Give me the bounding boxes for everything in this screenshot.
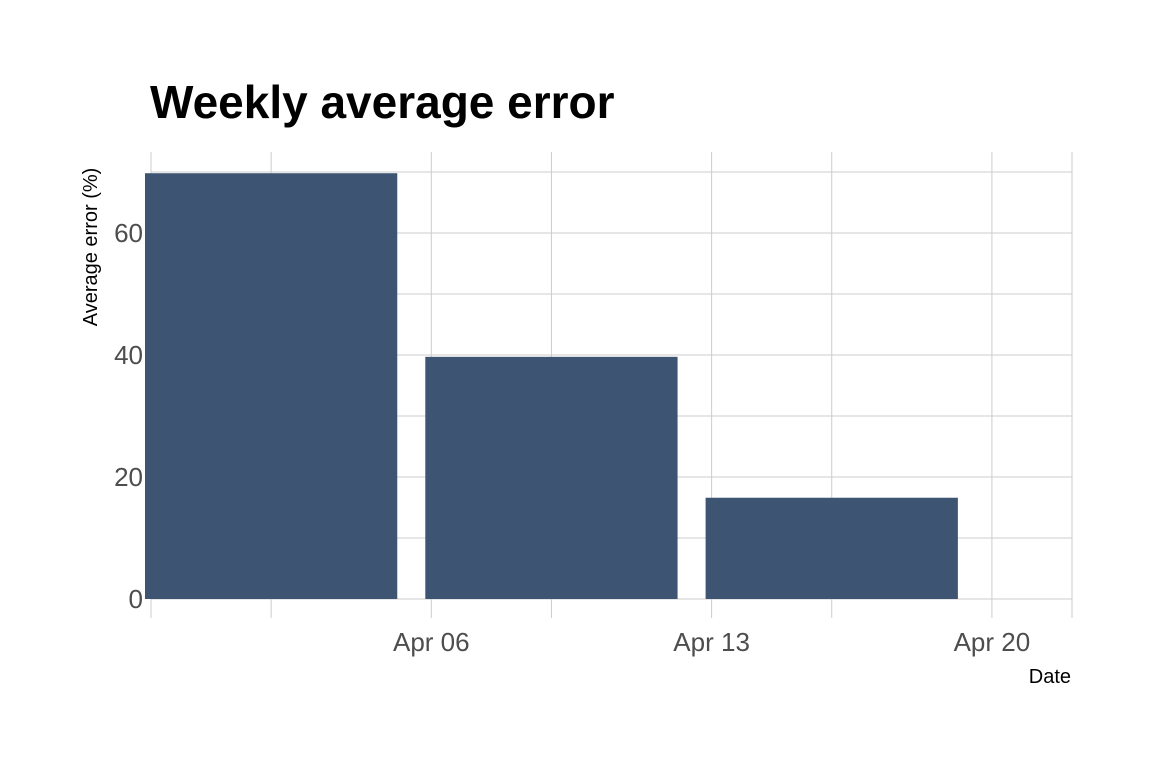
x-axis-ticks: Apr 06 Apr 13 Apr 20 <box>393 627 1030 657</box>
x-tick-label: Apr 13 <box>673 627 750 657</box>
bar <box>705 497 958 599</box>
y-axis-title: Average error (%) <box>80 168 102 327</box>
bars <box>144 173 958 599</box>
x-tick-label: Apr 20 <box>954 627 1031 657</box>
x-tick-label: Apr 06 <box>393 627 470 657</box>
y-axis-ticks: 0 20 40 60 <box>114 218 143 614</box>
bar <box>425 356 678 599</box>
y-tick-label: 20 <box>114 462 143 492</box>
y-tick-label: 40 <box>114 340 143 370</box>
y-tick-label: 0 <box>129 584 143 614</box>
x-axis-title: Date <box>1029 666 1071 688</box>
chart-title: Weekly average error <box>150 76 615 128</box>
bar <box>144 173 398 599</box>
y-tick-label: 60 <box>114 218 143 248</box>
